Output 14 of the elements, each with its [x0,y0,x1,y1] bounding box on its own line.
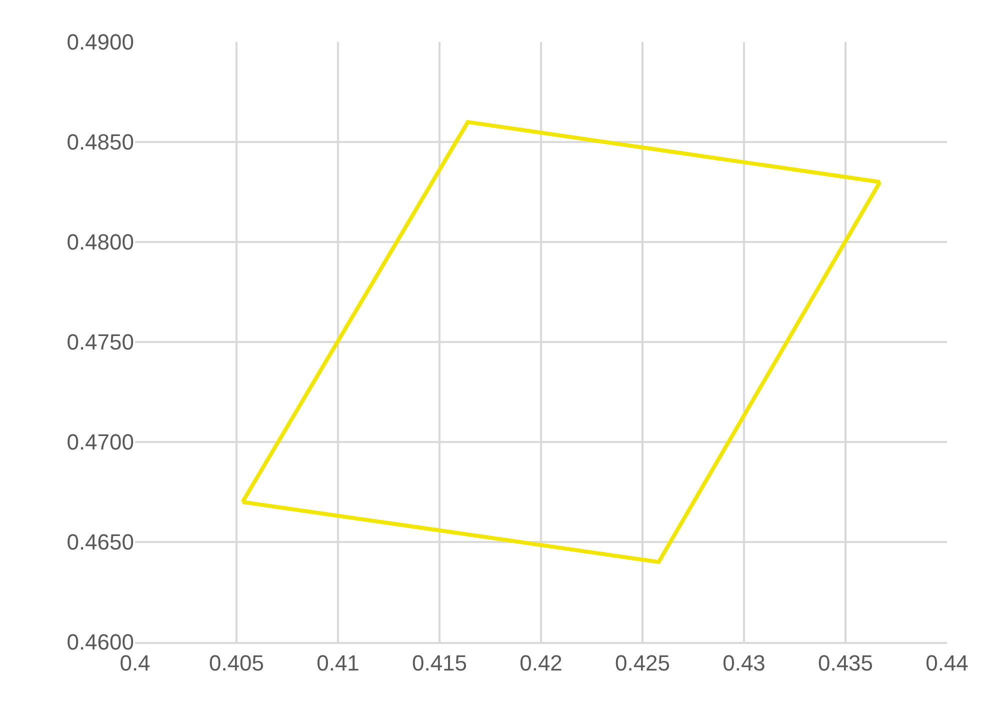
y-tick-label: 0.4650 [66,530,134,555]
y-tick-label: 0.4750 [66,330,134,355]
y-tick-label: 0.4800 [66,230,134,255]
x-tick-label: 0.425 [614,650,670,676]
y-tick-label: 0.4850 [66,130,134,155]
x-tick-label: 0.42 [520,650,562,676]
y-tick-label: 0.4700 [66,430,134,455]
x-tick-label: 0.405 [208,650,264,676]
x-tick-label: 0.43 [722,650,766,676]
x-tick-label: 0.435 [818,650,874,676]
x-tick-label: 0.415 [412,650,468,676]
x-tick-label: 0.41 [316,650,360,676]
x-tick-label: 0.44 [926,650,968,676]
y-tick-label: 0.4900 [66,30,134,55]
